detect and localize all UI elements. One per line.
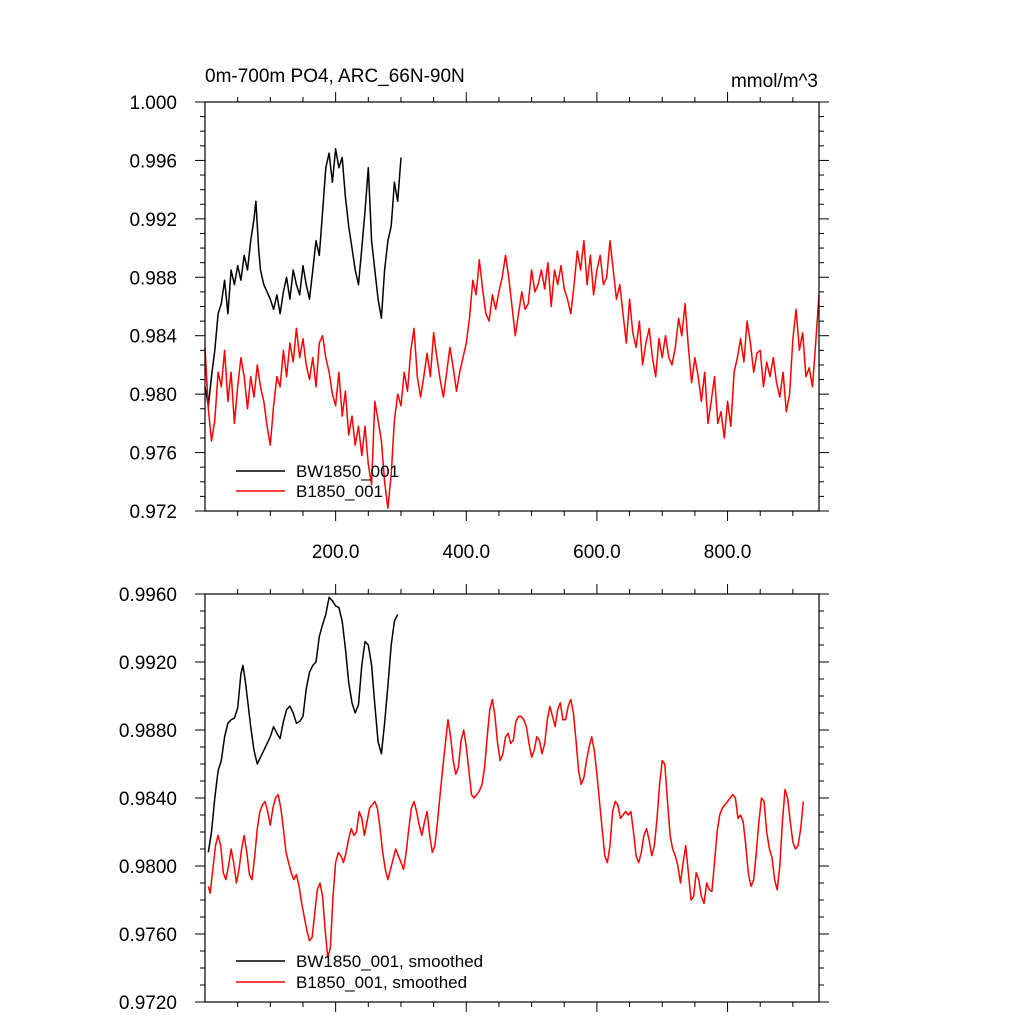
top-y-tick-label: 0.992 bbox=[129, 210, 177, 231]
top-x-tick-label: 200.0 bbox=[312, 542, 360, 563]
bottom-y-tick-label: 0.9720 bbox=[119, 993, 177, 1014]
top-y-tick-label: 0.996 bbox=[129, 151, 177, 172]
bottom-plot-frame bbox=[204, 593, 820, 1003]
bottom-y-tick-label: 0.9760 bbox=[119, 925, 177, 946]
bottom-legend-label-b1850: B1850_001, smoothed bbox=[296, 973, 467, 992]
top-plot-frame bbox=[204, 101, 820, 512]
bottom-panel: 0.9720 0.9760 0.9800 0.9840 0.9880 0.9920 0.99… bbox=[119, 584, 829, 1014]
top-panel: 0m-700m PO4, ARC_66N-90N mmol/m^3 200.0 4… bbox=[129, 66, 829, 563]
bottom-y-tick-label: 0.9840 bbox=[119, 789, 177, 810]
top-series-group bbox=[204, 147, 820, 509]
bottom-legend-label-bw1850: BW1850_001, smoothed bbox=[296, 952, 483, 971]
bottom-y-tick-label: 0.9920 bbox=[119, 653, 177, 674]
bottom-y-tick-label: 0.9960 bbox=[119, 585, 177, 606]
bottom-y-tick-label: 0.9800 bbox=[119, 857, 177, 878]
top-legend-label-bw1850: BW1850_001 bbox=[296, 462, 399, 481]
bottom-ticks: 0.9720 0.9760 0.9800 0.9840 0.9880 0.9920 0.99… bbox=[119, 584, 829, 1014]
top-chart-title: 0m-700m PO4, ARC_66N-90N bbox=[205, 66, 465, 87]
top-chart-units: mmol/m^3 bbox=[731, 71, 818, 92]
top-legend-label-b1850: B1850_001 bbox=[296, 482, 383, 501]
top-x-tick-label: 400.0 bbox=[443, 542, 491, 563]
top-series-line-bw1850-001 bbox=[204, 147, 402, 407]
top-series-line-b1850-001 bbox=[204, 240, 820, 509]
bottom-series-line-b1850-001-smoothed bbox=[207, 698, 805, 959]
top-ticks: 200.0 400.0 600.0 800.0 0.972 0.976 0.980 0.984… bbox=[129, 92, 829, 563]
top-y-tick-label: 0.980 bbox=[129, 385, 177, 406]
top-y-tick-label: 0.988 bbox=[129, 268, 177, 289]
bottom-y-tick-label: 0.9880 bbox=[119, 721, 177, 742]
top-y-tick-label: 0.972 bbox=[129, 502, 177, 523]
top-y-tick-label: 1.000 bbox=[129, 93, 177, 114]
bottom-series-line-bw1850-001-smoothed bbox=[207, 596, 399, 853]
bottom-legend: BW1850_001, smoothed B1850_001, smoothed bbox=[236, 952, 483, 992]
top-y-tick-label: 0.984 bbox=[129, 327, 177, 348]
top-y-tick-label: 0.976 bbox=[129, 444, 177, 465]
bottom-series-group bbox=[207, 596, 805, 959]
top-x-tick-label: 600.0 bbox=[573, 542, 621, 563]
top-x-tick-label: 800.0 bbox=[704, 542, 752, 563]
top-legend: BW1850_001 B1850_001 bbox=[236, 462, 399, 501]
